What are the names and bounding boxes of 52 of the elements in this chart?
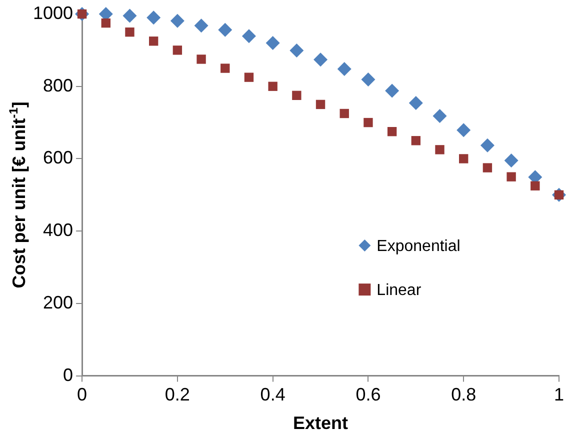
- point: [196, 54, 206, 64]
- point: [530, 181, 540, 190]
- legend-label: Linear: [376, 282, 422, 299]
- point: [148, 36, 158, 46]
- x-tick-label: 0: [77, 384, 88, 405]
- point: [218, 22, 232, 37]
- point: [340, 108, 349, 118]
- y-tick-label: 0: [63, 364, 74, 385]
- point: [244, 72, 254, 82]
- point: [125, 27, 134, 37]
- point: [316, 100, 326, 110]
- point: [146, 10, 161, 25]
- point: [172, 46, 182, 55]
- point: [220, 64, 230, 73]
- point: [266, 36, 280, 50]
- point: [459, 154, 468, 164]
- y-tick-label: 1000: [32, 2, 74, 23]
- point: [387, 126, 397, 136]
- point: [408, 96, 423, 110]
- x-tick-label: 0.4: [260, 384, 286, 405]
- y-tick-label: 600: [42, 148, 74, 168]
- y-tick-label: 800: [42, 75, 74, 96]
- x-tick-label: 0.8: [451, 384, 476, 405]
- point: [101, 18, 110, 28]
- point: [435, 145, 444, 154]
- point: [385, 84, 400, 98]
- x-tick-label: 0.6: [356, 384, 381, 405]
- point: [504, 154, 518, 168]
- point: [268, 82, 278, 91]
- point: [456, 123, 471, 138]
- x-tick-label: 0.2: [164, 384, 190, 405]
- x-axis-title: Extent: [293, 413, 348, 434]
- point: [482, 163, 492, 172]
- point: [480, 138, 494, 152]
- point: [337, 62, 352, 76]
- point: [170, 14, 184, 28]
- point: [411, 136, 421, 146]
- legend-label: Exponential: [376, 238, 460, 255]
- point: [506, 172, 516, 182]
- y-tick-label: 400: [42, 220, 74, 240]
- point: [432, 109, 447, 124]
- point: [290, 44, 304, 58]
- point: [364, 118, 373, 128]
- x-tick-label: 1: [554, 384, 564, 405]
- point: [361, 72, 376, 86]
- y-tick-label: 200: [42, 292, 74, 312]
- y-axis-title: Cost per unit [€ unit-1]: [6, 102, 29, 288]
- point: [122, 8, 137, 23]
- point: [242, 29, 256, 44]
- point: [314, 52, 328, 67]
- point: [194, 18, 208, 33]
- point: [292, 90, 302, 100]
